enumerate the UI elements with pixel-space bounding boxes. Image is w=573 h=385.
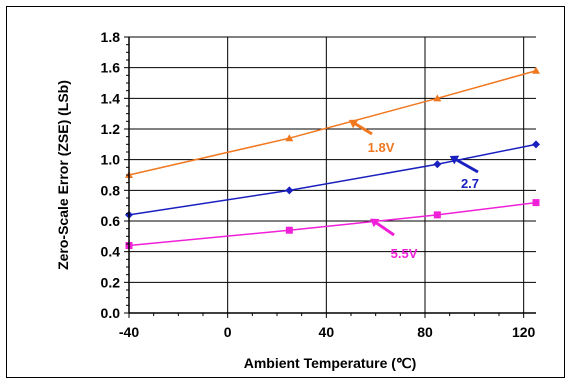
data-point-1-8v — [532, 66, 540, 74]
label-arrow-5-5v — [374, 220, 395, 237]
label-arrowhead-5-5v — [370, 218, 380, 228]
x-axis-title: Ambient Temperature (℃) — [244, 355, 417, 371]
data-point-5-5v — [285, 226, 293, 234]
label-arrow-2-7 — [454, 157, 479, 174]
axes: 0.0 0.2 0.4 0.6 0.8 1.0 1.2 1.4 1.6 1.8 -40 0 40 80 12… — [101, 29, 536, 340]
y-tick-label: 1.2 — [101, 121, 121, 137]
series-line-2-7 — [128, 143, 537, 216]
data-point-5-5v — [433, 211, 441, 219]
series-line-5-5v — [128, 201, 537, 247]
series-layer — [125, 66, 540, 250]
data-point-5-5v — [532, 199, 540, 207]
label-arrowhead-2-7 — [449, 155, 460, 165]
data-point-2-7 — [433, 160, 442, 169]
y-tick-label: 1.4 — [101, 90, 121, 106]
x-tick-label: 0 — [224, 324, 232, 340]
y-tick-label: 0.0 — [101, 305, 121, 321]
label-arrow-1-8v — [353, 121, 373, 136]
series-label-2-7: 2.7 — [461, 176, 479, 191]
data-point-2-7 — [532, 140, 540, 149]
series-labels: 1.8V 2.7 5.5V — [348, 119, 479, 261]
y-axis-title: Zero-Scale Error (ZSE) (LSb) — [55, 80, 71, 270]
y-tick-label: 0.4 — [101, 244, 121, 260]
y-tick-label: 1.0 — [101, 152, 121, 168]
series-label-5-5v: 5.5V — [391, 246, 418, 261]
grid — [129, 36, 536, 313]
x-tick-label: -40 — [119, 324, 139, 340]
data-point-1-8v — [285, 134, 294, 142]
label-arrowhead-1-8v — [348, 119, 359, 129]
x-tick-label: 40 — [319, 324, 335, 340]
x-tick-label: 120 — [512, 324, 536, 340]
y-tick-label: 1.8 — [101, 29, 121, 45]
x-tick-label: 80 — [417, 324, 433, 340]
y-tick-label: 0.2 — [101, 274, 121, 290]
y-tick-label: 0.6 — [101, 213, 121, 229]
y-tick-label: 0.8 — [101, 182, 121, 198]
series-line-1-8v — [128, 70, 537, 176]
data-point-2-7 — [285, 186, 294, 195]
y-tick-label: 1.6 — [101, 60, 121, 76]
data-point-1-8v — [433, 94, 442, 102]
series-label-1-8v: 1.8V — [368, 140, 395, 155]
